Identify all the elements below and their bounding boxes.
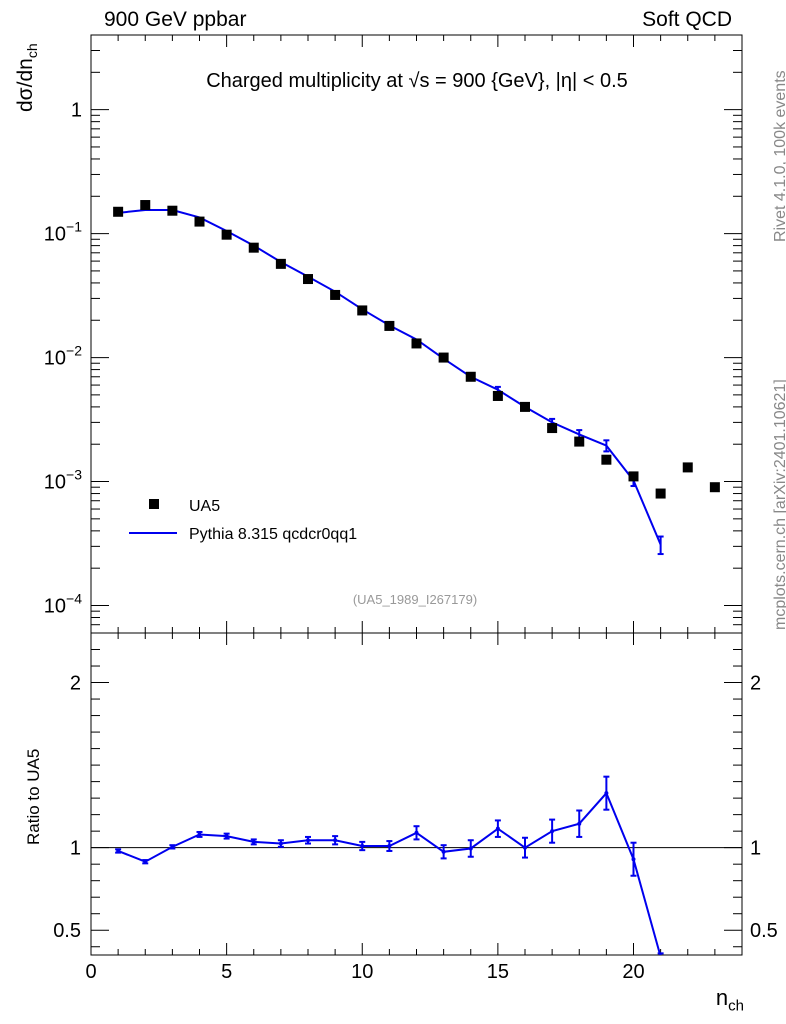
ua5-data-point — [384, 320, 395, 331]
y-tick-label: 10−4 — [44, 590, 82, 617]
ua5-data-point — [709, 482, 720, 493]
ratio-point — [306, 838, 310, 843]
ratio-frame — [90, 632, 743, 956]
ua5-data-point — [601, 454, 612, 465]
y-tick-label: 1 — [71, 100, 82, 122]
ratio-point — [441, 849, 446, 854]
chart-title: Charged multiplicity at √s = 900 {GeV}, … — [206, 70, 628, 92]
x-tick-label: 20 — [622, 961, 644, 983]
legend-label-pythia: Pythia 8.315 qcdcr0qq1 — [189, 526, 357, 543]
ua5-data-point — [248, 242, 259, 253]
ratio-point — [523, 845, 527, 850]
y-tick-label: 10−2 — [44, 343, 82, 370]
ratio-panel: 0 5 10 15 20 0.5 0.5 1 1 2 2 — [53, 632, 778, 983]
ua5-data-point — [411, 338, 422, 349]
ua5-data-point — [221, 229, 232, 240]
ua5-data-point — [194, 216, 205, 227]
analysis-id: (UA5_1989_I267179) — [353, 592, 477, 607]
ua5-data-point — [465, 371, 476, 382]
legend-marker-ua5 — [149, 499, 159, 509]
y-tick-label: 10−3 — [44, 467, 82, 494]
ratio-point — [278, 841, 283, 846]
ratio-point — [659, 954, 662, 955]
ua5-data-point — [167, 205, 178, 216]
ua5-data-point — [303, 274, 313, 285]
x-tick-label: 15 — [487, 961, 509, 983]
ua5-data-point — [655, 488, 666, 499]
ratio-point — [414, 830, 419, 835]
header-left: 900 GeV ppbar — [104, 8, 247, 31]
ratio-point — [143, 859, 148, 864]
x-tick-label: 10 — [351, 961, 373, 983]
ratio-point — [224, 834, 229, 839]
ratio-point — [360, 844, 365, 849]
ratio-point — [631, 857, 636, 862]
ratio-point — [251, 839, 256, 844]
ua5-data-point — [628, 471, 639, 482]
y-tick-label: 0.5 — [53, 920, 81, 942]
ua5-data-point — [682, 462, 693, 473]
ua5-data-point — [113, 206, 124, 217]
ua5-data-point — [520, 401, 530, 412]
y-tick-label-right: 0.5 — [750, 920, 778, 942]
y-tick-label: 2 — [70, 673, 81, 695]
ua5-data-point — [547, 423, 558, 434]
y-tick-label: 1 — [70, 838, 81, 860]
pythia-series-line — [118, 209, 662, 545]
ratio-point — [170, 844, 175, 849]
header-right: Soft QCD — [642, 8, 732, 31]
y-tick-label: 10−1 — [44, 219, 82, 246]
x-axis-label: nch — [715, 985, 744, 1015]
x-tick-label: 0 — [85, 961, 96, 983]
y-tick-label-right: 2 — [750, 673, 761, 695]
x-tick-label: 5 — [221, 961, 232, 983]
ua5-data-point — [492, 390, 503, 401]
main-frame — [90, 34, 743, 634]
ua5-data-point — [330, 289, 341, 300]
ratio-point — [495, 826, 500, 831]
ratio-point — [333, 838, 338, 843]
main-panel: 1 10−1 10−2 10−3 10−4 Charged multiplicity at… — [44, 34, 743, 634]
ua5-data-point — [357, 305, 368, 316]
ratio-point — [577, 821, 582, 826]
ratio-point — [468, 846, 473, 851]
ua5-data-point — [574, 436, 585, 447]
ua5-data-point — [140, 200, 151, 211]
ratio-point — [197, 832, 202, 837]
ua5-data-point — [438, 352, 449, 363]
y-tick-label-right: 1 — [750, 838, 761, 860]
ratio-point — [604, 791, 609, 796]
ratio-point — [116, 848, 121, 853]
ratio-point — [387, 844, 392, 849]
legend-label-ua5: UA5 — [189, 498, 220, 515]
ratio-point — [550, 829, 555, 834]
ua5-data-point — [275, 258, 286, 269]
